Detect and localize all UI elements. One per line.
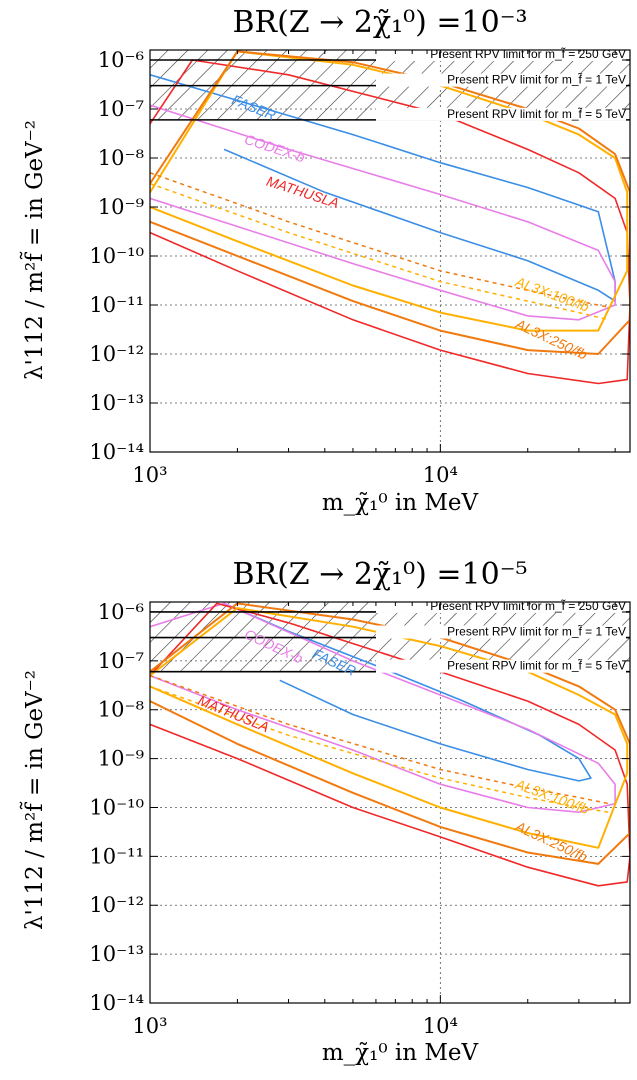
y-tick-label: 10⁻⁹ xyxy=(98,195,144,219)
series-line-al3x-250-fb xyxy=(150,50,630,355)
rpv-limit-label-bg xyxy=(376,599,626,613)
chart-br-1e-5: BR(Z → 2χ̃₁⁰) =10⁻⁵ Present RPV limit for… xyxy=(21,557,631,1066)
series-line-mathusla xyxy=(150,59,630,385)
chart-br-1e-3: BR(Z → 2χ̃₁⁰) =10⁻³ Present RPV limit for… xyxy=(21,5,631,516)
y-tick-label: 10⁻¹⁴ xyxy=(89,440,144,464)
x-tick-label: 10³ xyxy=(132,1014,167,1038)
y-tick-label: 10⁻¹⁰ xyxy=(89,244,144,268)
plot-area xyxy=(150,602,630,1003)
rpv-limit-label-bg xyxy=(376,107,626,121)
series-line-faser xyxy=(223,602,592,782)
y-tick-label: 10⁻¹⁰ xyxy=(89,795,144,819)
annotation-al3x-100-fb: AL3X:100/fb xyxy=(512,273,591,315)
x-axis-label: m_χ̃₁⁰ in MeV xyxy=(322,1040,479,1066)
plot-frame xyxy=(149,49,631,453)
y-tick-label: 10⁻⁸ xyxy=(98,698,144,722)
x-tick-label: 10³ xyxy=(132,463,167,487)
series-line-al3x-250-fb xyxy=(150,602,630,865)
y-axis-label: λ'112 / m²f̃ = in GeV⁻² xyxy=(21,120,48,380)
annotation-mathusla: MATHUSLA xyxy=(265,173,341,211)
series-line-al3x-100-fb xyxy=(150,50,629,332)
series-line-dashed xyxy=(150,182,609,321)
chart-title: BR(Z → 2χ̃₁⁰) =10⁻³ xyxy=(232,5,527,40)
rpv-limit-label-bg xyxy=(376,48,626,62)
plot-frame xyxy=(149,601,631,1004)
y-tick-label: 10⁻⁶ xyxy=(98,600,144,624)
rpv-limit-label-bg xyxy=(376,73,626,87)
x-tick-label: 10⁴ xyxy=(423,463,458,487)
series-line-codex-b xyxy=(150,602,616,814)
y-tick-label: 10⁻¹² xyxy=(89,342,144,366)
annotation-al3x-250-fb: AL3X:250/fb xyxy=(512,818,590,866)
annotation-al3x-250-fb: AL3X:250/fb xyxy=(512,315,590,363)
x-axis-label: m_χ̃₁⁰ in MeV xyxy=(322,490,479,516)
rpv-limit-label: Present RPV limit for m_f̃ = 1 TeV xyxy=(447,72,626,87)
y-tick-label: 10⁻¹³ xyxy=(89,391,144,415)
annotation-codex-b: CODEX-b xyxy=(243,131,307,166)
y-tick-label: 10⁻¹³ xyxy=(89,942,144,966)
rpv-limit-label: Present RPV limit for m_f̃ = 1 TeV xyxy=(447,624,626,639)
y-tick-label: 10⁻¹⁴ xyxy=(89,991,144,1015)
series-line-mathusla xyxy=(150,602,630,887)
series-line-dashed xyxy=(150,172,609,308)
y-tick-label: 10⁻⁹ xyxy=(98,747,144,771)
y-tick-label: 10⁻⁸ xyxy=(98,146,144,170)
y-tick-label: 10⁻⁶ xyxy=(98,48,144,72)
y-tick-label: 10⁻⁷ xyxy=(98,649,144,673)
rpv-limit-label: Present RPV limit for m_f̃ = 5 TeV xyxy=(447,658,626,673)
y-tick-label: 10⁻¹² xyxy=(89,893,144,917)
chart-title: BR(Z → 2χ̃₁⁰) =10⁻⁵ xyxy=(232,557,527,592)
y-tick-label: 10⁻¹¹ xyxy=(89,844,144,868)
x-tick-label: 10⁴ xyxy=(423,1014,458,1038)
series-line-dashed xyxy=(150,685,609,813)
rpv-limit-label: Present RPV limit for m_f̃ = 5 TeV xyxy=(447,106,626,121)
series-line-dashed xyxy=(150,674,609,805)
rpv-limit-label-bg xyxy=(376,625,626,639)
rpv-limit-label-bg xyxy=(376,659,626,673)
y-tick-label: 10⁻¹¹ xyxy=(89,293,144,317)
y-tick-label: 10⁻⁷ xyxy=(98,97,144,121)
series-line-codex-b xyxy=(150,104,616,321)
annotation-al3x-100-fb: AL3X:100/fb xyxy=(512,775,591,817)
y-axis-label: λ'112 / m²f̃ = in GeV⁻² xyxy=(21,670,48,930)
